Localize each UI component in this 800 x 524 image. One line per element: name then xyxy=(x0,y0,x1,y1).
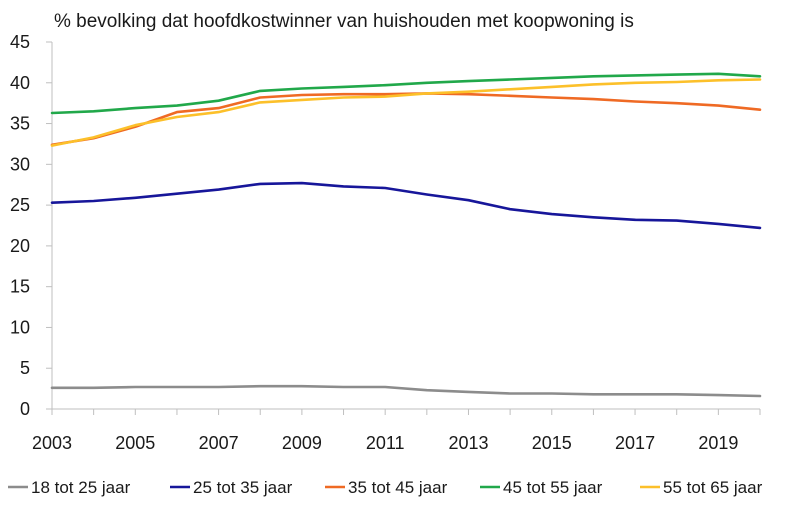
legend-label: 35 tot 45 jaar xyxy=(348,478,448,497)
chart-title: % bevolking dat hoofdkostwinner van huis… xyxy=(54,11,634,32)
x-tick-label: 2011 xyxy=(366,433,405,453)
series-line-25-tot-35-jaar xyxy=(50,181,762,230)
y-tick-label: 45 xyxy=(10,32,30,52)
series-line-35-tot-45-jaar xyxy=(50,92,762,147)
legend-label: 45 tot 55 jaar xyxy=(503,478,603,497)
x-tick-label: 2019 xyxy=(698,433,738,453)
series-lines xyxy=(50,72,762,398)
y-tick-label: 25 xyxy=(10,195,30,215)
x-tick-label: 2007 xyxy=(199,433,239,453)
y-tick-label: 30 xyxy=(10,154,30,174)
x-tick-label: 2017 xyxy=(615,433,655,453)
y-tick-label: 5 xyxy=(20,358,30,378)
x-tick-label: 2005 xyxy=(115,433,155,453)
y-tick-label: 0 xyxy=(20,399,30,419)
series-line-45-tot-55-jaar xyxy=(50,72,762,115)
x-tick-label: 2003 xyxy=(32,433,72,453)
y-axis: 0 5 10 15 20 25 30 35 40 45 xyxy=(10,32,53,419)
x-axis: 2003 2005 2007 2009 2011 2013 2015 2017 2019 xyxy=(32,408,761,453)
y-tick-label: 20 xyxy=(10,236,30,256)
y-tick-label: 15 xyxy=(10,277,30,297)
x-tick-label: 2009 xyxy=(282,433,322,453)
legend-label: 55 tot 65 jaar xyxy=(663,478,763,497)
legend-label: 18 tot 25 jaar xyxy=(31,478,131,497)
x-tick-label: 2013 xyxy=(448,433,488,453)
series-line-55-tot-65-jaar xyxy=(50,78,762,147)
series-line-18-tot-25-jaar xyxy=(50,384,762,398)
x-tick-label: 2015 xyxy=(532,433,572,453)
y-tick-label: 35 xyxy=(10,114,30,134)
legend: 18 tot 25 jaar 25 tot 35 jaar 35 tot 45 ja… xyxy=(8,478,763,497)
legend-label: 25 tot 35 jaar xyxy=(193,478,293,497)
y-tick-label: 10 xyxy=(10,317,30,337)
y-tick-label: 40 xyxy=(10,73,30,93)
